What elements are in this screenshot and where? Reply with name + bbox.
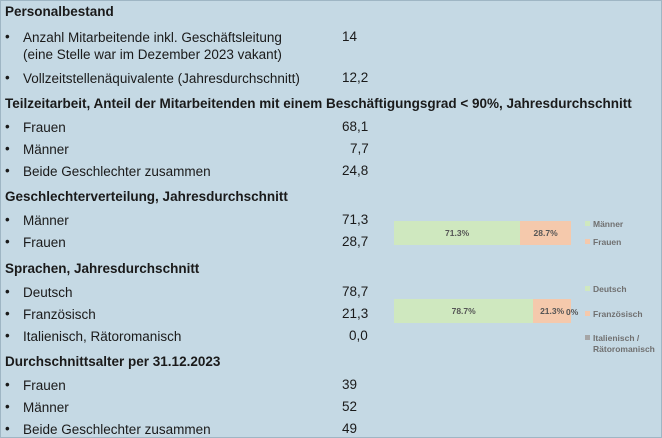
row-value: 78,7 <box>342 284 369 299</box>
bullet: • <box>5 212 10 227</box>
bullet: • <box>5 29 10 44</box>
section-heading-sprachen: Sprachen, Jahresdurchschnitt <box>5 261 200 276</box>
row-label: Italienisch, Rätoromanisch <box>23 329 182 344</box>
list-item-geschlecht-maenner: • Männer <box>5 212 325 229</box>
bar-segment-1: 21.3% <box>533 299 571 323</box>
data-label: 78.7% <box>451 306 476 316</box>
legend-item-italienisch: Italienisch / Rätoromanisch <box>585 333 655 355</box>
row-value: 21,3 <box>342 306 369 321</box>
row-value: 49 <box>342 421 358 436</box>
bar-segment-1: 28.7% <box>520 221 571 245</box>
legend-label: Männer <box>593 219 624 229</box>
legend-item-frauen: Frauen <box>585 237 621 248</box>
legend-label-line2: Rätoromanisch <box>593 344 655 354</box>
legend-swatch <box>585 335 590 340</box>
row-label: Frauen <box>23 120 66 135</box>
row-value: 7,7 <box>350 141 369 156</box>
bullet: • <box>5 284 10 299</box>
legend-label: Französisch <box>593 309 643 319</box>
row-label: Männer <box>23 142 69 157</box>
legend-swatch <box>585 221 590 226</box>
row-label: Beide Geschlechter zusammen <box>23 422 211 437</box>
row-value: 0,0 <box>349 328 368 343</box>
row-value: 71,3 <box>342 212 369 227</box>
row-label: Frauen <box>23 378 66 393</box>
data-label-italienisch: 0% <box>566 307 579 317</box>
list-item-teilzeit-frauen: • Frauen <box>5 119 325 136</box>
row-value: 28,7 <box>342 234 369 249</box>
list-item-deutsch: • Deutsch <box>5 284 325 301</box>
row-label: Beide Geschlechter zusammen <box>23 164 211 179</box>
list-item-vollzeit: • Vollzeitstellenäquivalente (Jahresdurc… <box>5 70 345 87</box>
legend-label-line1: Italienisch / <box>593 333 640 343</box>
data-label: 71.3% <box>445 228 470 238</box>
bar-segment-0: 71.3% <box>394 221 521 245</box>
language-stacked-bar: 78.7% 21.3% <box>394 299 571 323</box>
row-label: Deutsch <box>23 285 73 300</box>
bullet: • <box>5 421 10 436</box>
row-value: 39 <box>342 377 358 392</box>
list-item-teilzeit-beide: • Beide Geschlechter zusammen <box>5 163 325 180</box>
list-item-alter-beide: • Beide Geschlechter zusammen <box>5 421 325 438</box>
row-value: 52 <box>342 399 358 414</box>
row-label: Anzahl Mitarbeitende inkl. Geschäftsleit… <box>23 29 282 63</box>
bullet: • <box>5 163 10 178</box>
bullet: • <box>5 70 10 85</box>
row-label-line1: Anzahl Mitarbeitende inkl. Geschäftsleit… <box>23 30 282 45</box>
section-heading-personalbestand: Personalbestand <box>5 4 114 19</box>
data-label: 21.3% <box>540 306 565 316</box>
bullet: • <box>5 328 10 343</box>
legend-label: Frauen <box>593 237 622 247</box>
legend-item-deutsch: Deutsch <box>585 284 627 295</box>
legend-swatch <box>585 311 590 316</box>
list-item-alter-maenner: • Männer <box>5 399 325 416</box>
legend-label: Deutsch <box>593 284 627 294</box>
row-value: 68,1 <box>342 119 369 134</box>
row-label: Männer <box>23 400 69 415</box>
list-item-mitarbeitende: • Anzahl Mitarbeitende inkl. Geschäftsle… <box>5 29 345 63</box>
section-heading-geschlecht: Geschlechterverteilung, Jahresdurchschni… <box>5 189 288 204</box>
legend-swatch <box>585 239 590 244</box>
row-label: Männer <box>23 213 69 228</box>
gender-stacked-bar: 71.3% 28.7% <box>394 221 571 245</box>
list-item-alter-frauen: • Frauen <box>5 377 325 394</box>
row-label: Vollzeitstellenäquivalente (Jahresdurchs… <box>23 71 300 86</box>
legend-item-franzoesisch: Französisch <box>585 309 643 320</box>
legend-item-maenner: Männer <box>585 219 623 230</box>
bullet: • <box>5 377 10 392</box>
bullet: • <box>5 306 10 321</box>
row-value: 12,2 <box>342 70 369 85</box>
section-heading-alter: Durchschnittsalter per 31.12.2023 <box>5 354 221 369</box>
list-item-italienisch: • Italienisch, Rätoromanisch <box>5 328 325 345</box>
row-value: 24,8 <box>342 163 369 178</box>
bullet: • <box>5 119 10 134</box>
list-item-geschlecht-frauen: • Frauen <box>5 234 325 251</box>
legend-swatch <box>585 286 590 291</box>
bullet: • <box>5 141 10 156</box>
row-value: 14 <box>342 29 358 44</box>
row-label-line2: (eine Stelle war im Dezember 2023 vakant… <box>23 47 282 62</box>
bullet: • <box>5 234 10 249</box>
section-heading-teilzeit: Teilzeitarbeit, Anteil der Mitarbeitende… <box>5 96 632 111</box>
bullet: • <box>5 399 10 414</box>
data-label: 28.7% <box>533 228 558 238</box>
list-item-franzoesisch: • Französisch <box>5 306 325 323</box>
bar-segment-0: 78.7% <box>394 299 534 323</box>
list-item-teilzeit-maenner: • Männer <box>5 141 325 158</box>
row-label: Französisch <box>23 307 96 322</box>
row-label: Frauen <box>23 235 66 250</box>
